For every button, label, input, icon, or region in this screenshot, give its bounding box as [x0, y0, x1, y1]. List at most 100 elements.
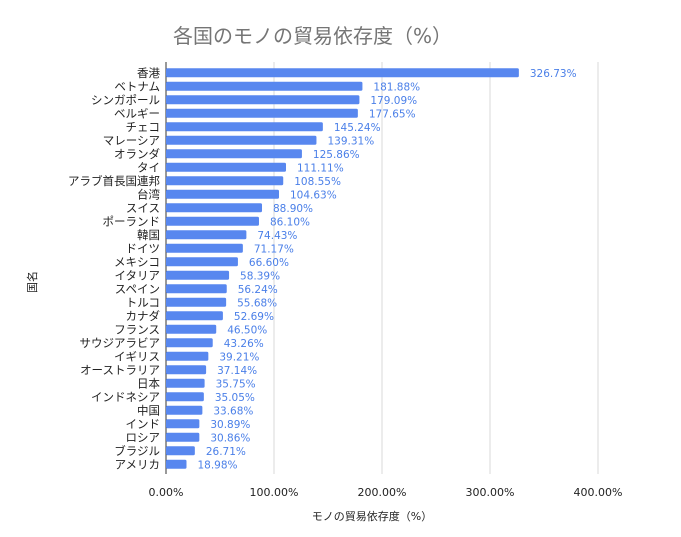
category-label: メキシコ — [114, 255, 160, 269]
bar — [166, 189, 280, 199]
category-label: タイ — [137, 160, 160, 174]
value-label: 145.24% — [334, 122, 381, 134]
value-label: 56.24% — [238, 284, 278, 296]
chart-title: 各国のモノの貿易依存度（%） — [173, 24, 453, 48]
bar — [166, 230, 247, 240]
category-label: トルコ — [126, 295, 160, 309]
category-label: 日本 — [137, 376, 160, 390]
value-label: 125.86% — [313, 149, 360, 161]
bar — [166, 446, 195, 456]
value-label: 30.89% — [210, 419, 250, 431]
category-label: ドイツ — [126, 241, 161, 255]
value-label: 326.73% — [530, 68, 577, 80]
category-label: マレーシア — [103, 133, 160, 147]
value-labels: 326.73% 181.88% 179.09%177.65% 145.24%139.3… — [197, 68, 576, 472]
x-tick-label: 200.00% — [358, 486, 407, 499]
bar — [166, 108, 358, 118]
bar — [166, 338, 213, 348]
category-label: スペイン — [115, 282, 160, 296]
bar — [166, 243, 243, 253]
x-tick-label: 300.00% — [466, 486, 515, 499]
category-label: チェコ — [126, 120, 161, 134]
value-label: 71.17% — [254, 243, 294, 255]
value-label: 18.98% — [197, 459, 237, 471]
category-label: フランス — [114, 322, 160, 336]
bar — [166, 351, 209, 361]
bar — [166, 68, 519, 78]
x-tick-labels: 0.00% 100.00% 200.00% 300.00% 400.00% — [149, 486, 623, 499]
value-label: 139.31% — [327, 135, 374, 147]
category-labels: 香港ベトナムシンガポールベルギーチェコマレーシアオランダタイアラブ首長国連邦台湾… — [68, 66, 160, 472]
value-label: 181.88% — [373, 81, 420, 93]
category-label: イタリア — [114, 268, 160, 282]
bar — [166, 432, 200, 442]
bar — [166, 392, 204, 402]
bar — [166, 405, 203, 415]
bar — [166, 297, 227, 307]
category-label: 香港 — [137, 66, 160, 80]
value-label: 37.14% — [217, 365, 257, 377]
category-label: ベトナム — [114, 79, 160, 93]
category-label: アメリカ — [115, 457, 160, 471]
category-label: ブラジル — [114, 444, 160, 458]
bar — [166, 216, 259, 226]
bar — [166, 378, 205, 388]
category-label: 中国 — [137, 403, 160, 417]
bar — [166, 176, 284, 186]
value-label: 35.05% — [215, 392, 255, 404]
bar — [166, 311, 223, 321]
bar — [166, 365, 207, 375]
category-label: ベルギー — [114, 106, 160, 120]
category-label: オーストラリア — [80, 363, 160, 377]
category-label: アラブ首長国連邦 — [68, 174, 160, 188]
category-label: 韓国 — [137, 228, 160, 242]
value-label: 74.43% — [257, 230, 297, 242]
category-label: カナダ — [126, 309, 161, 323]
category-label: ポーランド — [103, 214, 161, 228]
value-label: 30.86% — [210, 432, 250, 444]
category-label: イギリス — [114, 349, 160, 363]
value-label: 111.11% — [297, 162, 344, 174]
bar — [166, 324, 217, 334]
category-label: ロシア — [126, 430, 161, 444]
value-label: 58.39% — [240, 270, 280, 282]
value-label: 66.60% — [249, 257, 289, 269]
category-label: スイス — [126, 201, 160, 215]
value-label: 177.65% — [369, 108, 416, 120]
bar — [166, 81, 363, 91]
bar — [166, 257, 238, 267]
value-label: 88.90% — [273, 203, 313, 215]
category-label: インド — [126, 417, 161, 431]
bar — [166, 95, 360, 105]
value-label: 104.63% — [290, 189, 337, 201]
value-label: 46.50% — [227, 324, 267, 336]
value-label: 86.10% — [270, 216, 310, 228]
category-label: 台湾 — [137, 187, 160, 201]
category-label: オランダ — [114, 147, 160, 161]
value-label: 179.09% — [370, 95, 417, 107]
value-label: 33.68% — [213, 405, 253, 417]
y-axis-title: 国名 — [25, 271, 39, 293]
category-label: シンガポール — [91, 93, 160, 107]
value-label: 108.55% — [294, 176, 341, 188]
value-label: 43.26% — [224, 338, 264, 350]
value-label: 52.69% — [234, 311, 274, 323]
bars — [166, 68, 519, 469]
bar — [166, 419, 200, 429]
bar — [166, 203, 263, 213]
x-tick-label: 100.00% — [250, 486, 299, 499]
bar — [166, 149, 302, 159]
bar — [166, 459, 187, 469]
bar — [166, 270, 230, 280]
value-label: 35.75% — [216, 378, 256, 390]
value-label: 26.71% — [206, 446, 246, 458]
value-label: 55.68% — [237, 297, 277, 309]
x-tick-label: 400.00% — [574, 486, 623, 499]
bar — [166, 135, 317, 145]
bar — [166, 284, 227, 294]
x-axis-title: モノの貿易依存度（%） — [312, 509, 432, 523]
value-label: 39.21% — [219, 351, 259, 363]
category-label: インドネシア — [91, 390, 160, 404]
bar — [166, 122, 323, 132]
